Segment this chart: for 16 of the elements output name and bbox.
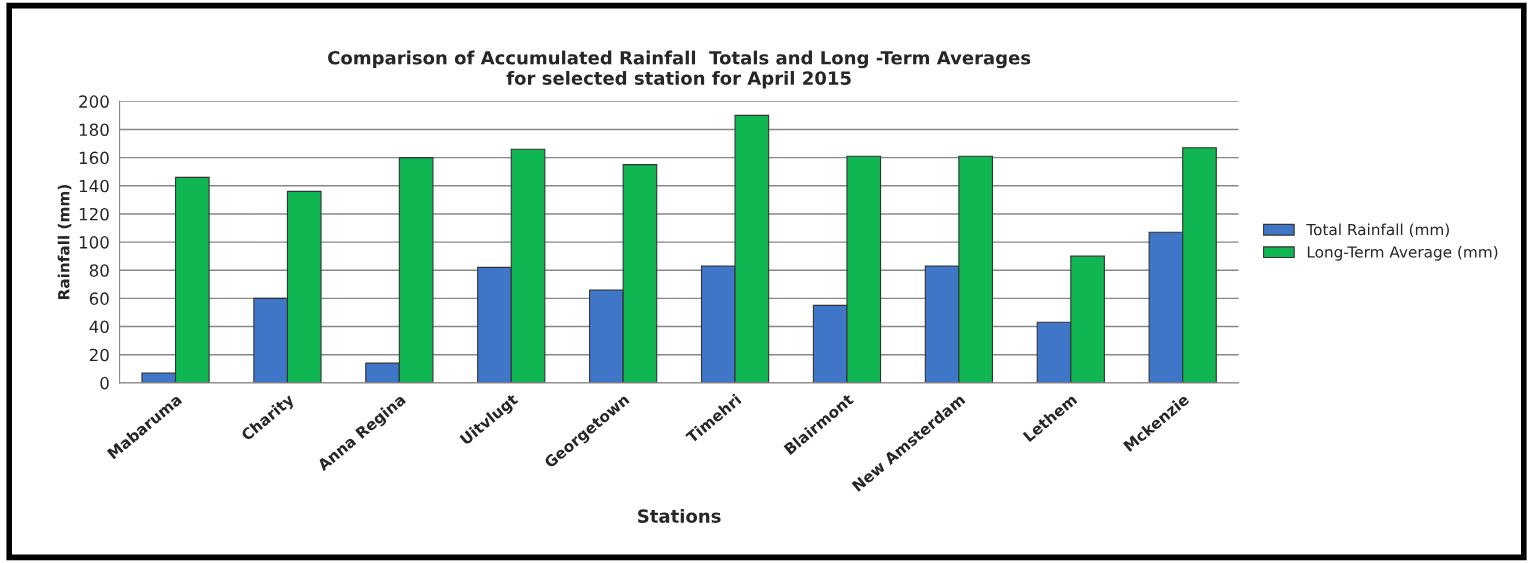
y-tick-label: 140 [79, 179, 109, 193]
y-tick-label: 200 [79, 95, 109, 108]
y-tick-label: 80 [89, 264, 109, 277]
y-tick-label: 60 [89, 292, 109, 305]
x-axis-title: Stations [638, 508, 721, 523]
y-tick-label: 100 [79, 236, 109, 249]
y-axis-title: Rainfall (mm) [57, 185, 72, 300]
y-tick-label: 120 [79, 207, 109, 221]
legend-label: Long-Term Average (mm) [1307, 245, 1498, 261]
y-tick-label: 0 [100, 376, 109, 390]
y-tick-label: 180 [79, 123, 109, 137]
chart-title: Comparison of Accumulated Rainfall Totals and Long -Term Averages for selected station for April 2015 [328, 50, 1031, 89]
y-tick-label: 40 [89, 320, 109, 334]
y-tick-label: 160 [79, 151, 109, 165]
y-tick-label: 20 [89, 348, 109, 362]
legend-label: Total Rainfall (mm) [1306, 223, 1449, 238]
